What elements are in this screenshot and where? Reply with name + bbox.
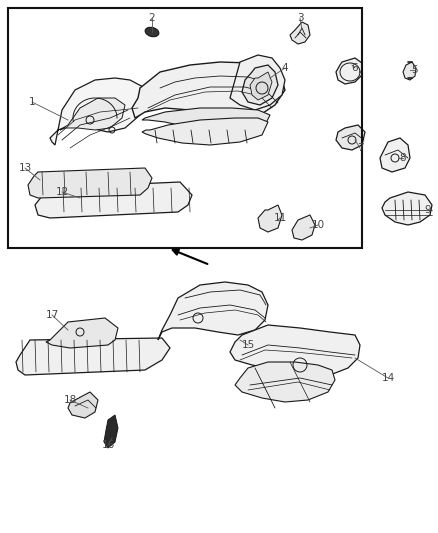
Polygon shape — [46, 318, 118, 348]
Polygon shape — [380, 138, 410, 172]
Polygon shape — [336, 58, 362, 84]
Text: 18: 18 — [64, 395, 77, 405]
Text: 10: 10 — [311, 220, 325, 230]
Polygon shape — [230, 325, 360, 375]
Polygon shape — [142, 118, 268, 145]
Polygon shape — [132, 62, 285, 118]
Text: 2: 2 — [148, 13, 155, 23]
Text: 13: 13 — [18, 163, 32, 173]
Polygon shape — [50, 78, 148, 145]
Polygon shape — [16, 338, 170, 375]
Bar — [8, 8, 362, 248]
Polygon shape — [68, 392, 98, 418]
Polygon shape — [382, 192, 432, 225]
Polygon shape — [242, 65, 278, 105]
Polygon shape — [258, 205, 282, 232]
Text: 16: 16 — [101, 440, 115, 450]
Text: 1: 1 — [28, 97, 35, 107]
Ellipse shape — [145, 27, 159, 37]
Polygon shape — [28, 168, 152, 198]
Polygon shape — [336, 125, 365, 150]
Polygon shape — [292, 215, 315, 240]
Polygon shape — [35, 182, 192, 218]
Text: 17: 17 — [46, 310, 59, 320]
Text: 12: 12 — [55, 187, 69, 197]
Text: 6: 6 — [352, 63, 358, 73]
Text: 7: 7 — [357, 143, 363, 153]
Text: 14: 14 — [381, 373, 395, 383]
Polygon shape — [290, 22, 310, 44]
Text: 4: 4 — [282, 63, 288, 73]
Text: 11: 11 — [273, 213, 286, 223]
Polygon shape — [235, 362, 335, 402]
Polygon shape — [60, 98, 125, 130]
Polygon shape — [250, 72, 272, 100]
Polygon shape — [142, 108, 270, 133]
Text: 5: 5 — [412, 65, 418, 75]
Text: 9: 9 — [425, 205, 431, 215]
Polygon shape — [158, 282, 268, 340]
Text: 8: 8 — [400, 153, 406, 163]
Text: 3: 3 — [297, 13, 303, 23]
Text: 15: 15 — [241, 340, 254, 350]
Polygon shape — [104, 415, 118, 448]
Polygon shape — [230, 55, 285, 110]
Polygon shape — [403, 62, 416, 80]
